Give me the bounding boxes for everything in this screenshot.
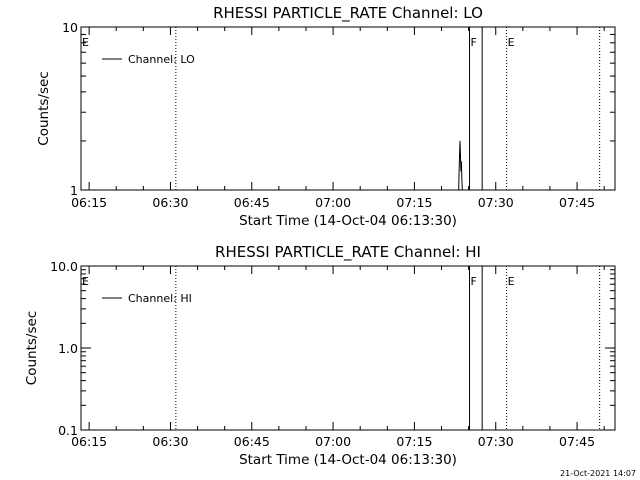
x-tick-label: 07:30 [478, 434, 514, 449]
flag-label: E [82, 36, 89, 49]
y-axis-label: Counts/sec [24, 311, 40, 385]
flag-label: E [508, 36, 515, 49]
legend-label: Channel: LO [128, 53, 195, 66]
x-axis-label: Start Time (14-Oct-04 06:13:30) [239, 452, 457, 468]
x-tick-label: 07:45 [559, 434, 595, 449]
y-tick-label: 1 [70, 183, 78, 198]
y-axis-label: Counts/sec [36, 71, 52, 145]
x-tick-label: 07:45 [559, 195, 595, 210]
y-tick-label: 10.0 [50, 259, 78, 274]
x-tick-label: 07:00 [315, 434, 351, 449]
x-axis-label: Start Time (14-Oct-04 06:13:30) [239, 213, 457, 229]
chart-panel-2: RHESSI PARTICLE_RATE Channel: HI 06:15 06:… [24, 243, 616, 468]
chart-title: RHESSI PARTICLE_RATE Channel: LO [213, 4, 483, 23]
x-tick-label: 06:15 [71, 434, 107, 449]
chart-title: RHESSI PARTICLE_RATE Channel: HI [215, 243, 481, 262]
x-tick-label: 07:15 [396, 434, 432, 449]
timestamp-label: 21-Oct-2021 14:07 [560, 469, 636, 478]
x-tick-label: 06:30 [152, 195, 188, 210]
x-tick-label: 06:45 [234, 434, 270, 449]
x-tick-label: 06:30 [152, 434, 188, 449]
x-tick-label: 07:15 [396, 195, 432, 210]
y-tick-label: 10 [62, 20, 78, 35]
plot-frame [80, 265, 616, 431]
x-tick-label: 07:00 [315, 195, 351, 210]
x-tick-label: 07:30 [478, 195, 514, 210]
flag-label: E [508, 275, 515, 288]
series-line [458, 140, 463, 191]
chart-panel-1: RHESSI PARTICLE_RATE Channel: LO 06:15 06:… [36, 4, 616, 229]
flag-label: F [471, 275, 477, 288]
y-tick-label: 1.0 [58, 341, 78, 356]
y-tick-label: 0.1 [58, 423, 78, 438]
flag-label: E [82, 275, 89, 288]
flag-label: F [471, 36, 477, 49]
x-tick-label: 06:15 [71, 195, 107, 210]
legend-label: Channel: HI [128, 292, 192, 305]
plot-frame [80, 26, 616, 191]
x-tick-label: 06:45 [234, 195, 270, 210]
